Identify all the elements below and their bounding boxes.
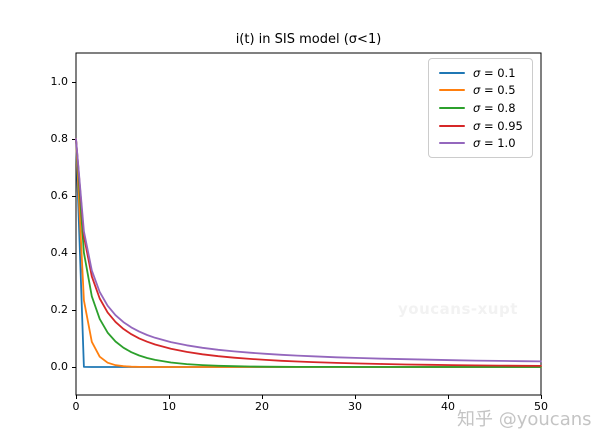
watermark-center: youcans-xupt xyxy=(398,300,518,318)
x-tick-label: 10 xyxy=(162,400,176,413)
y-tick-label: 0.6 xyxy=(50,189,69,202)
legend-line-sample xyxy=(439,71,465,74)
y-tick-label: 0.4 xyxy=(50,246,69,259)
series-line-sigma-1.0 xyxy=(75,138,542,363)
chart-title: i(t) in SIS model (σ<1) xyxy=(235,32,382,47)
legend-line-sample xyxy=(439,124,465,127)
legend-label-value: = 1.0 xyxy=(480,136,516,151)
x-tick-label: 40 xyxy=(441,400,455,413)
legend: σ = 0.1 σ = 0.5 σ = 0.8 σ = 0.95 σ = 1.0 xyxy=(428,58,533,158)
x-tick-label: 50 xyxy=(534,400,548,413)
x-tick-label: 0 xyxy=(72,400,80,413)
legend-label: σ = 0.5 xyxy=(473,83,516,97)
legend-entry-sigma-0.8: σ = 0.8 xyxy=(439,101,532,115)
legend-label: σ = 1.0 xyxy=(473,136,516,150)
y-tick-label: 0.2 xyxy=(50,303,69,316)
y-tick-label: 1.0 xyxy=(50,75,69,88)
series-line-sigma-0.1 xyxy=(75,138,542,368)
series-line-sigma-0.95 xyxy=(75,138,542,367)
legend-entry-sigma-1.0: σ = 1.0 xyxy=(439,136,532,150)
series-line-sigma-0.5 xyxy=(75,138,542,368)
legend-label-value: = 0.8 xyxy=(480,100,516,115)
legend-label-value: = 0.1 xyxy=(480,65,516,80)
series-line-sigma-0.8 xyxy=(75,138,542,368)
y-tick-label: 0.0 xyxy=(50,360,69,373)
legend-entry-sigma-0.95: σ = 0.95 xyxy=(439,119,532,133)
legend-line-sample xyxy=(439,89,465,92)
legend-label: σ = 0.1 xyxy=(473,66,516,80)
legend-line-sample xyxy=(439,142,465,145)
legend-label-value: = 0.5 xyxy=(480,83,516,98)
legend-entry-sigma-0.5: σ = 0.5 xyxy=(439,83,532,97)
legend-label: σ = 0.95 xyxy=(473,119,523,133)
legend-line-sample xyxy=(439,106,465,109)
y-tick-label: 0.8 xyxy=(50,132,69,145)
watermark-bottom-right: 知乎 @youcans xyxy=(457,409,592,430)
legend-entry-sigma-0.1: σ = 0.1 xyxy=(439,66,532,80)
legend-label-value: = 0.95 xyxy=(480,118,523,133)
x-tick-label: 20 xyxy=(255,400,269,413)
legend-label: σ = 0.8 xyxy=(473,101,516,115)
x-tick-label: 30 xyxy=(348,400,362,413)
